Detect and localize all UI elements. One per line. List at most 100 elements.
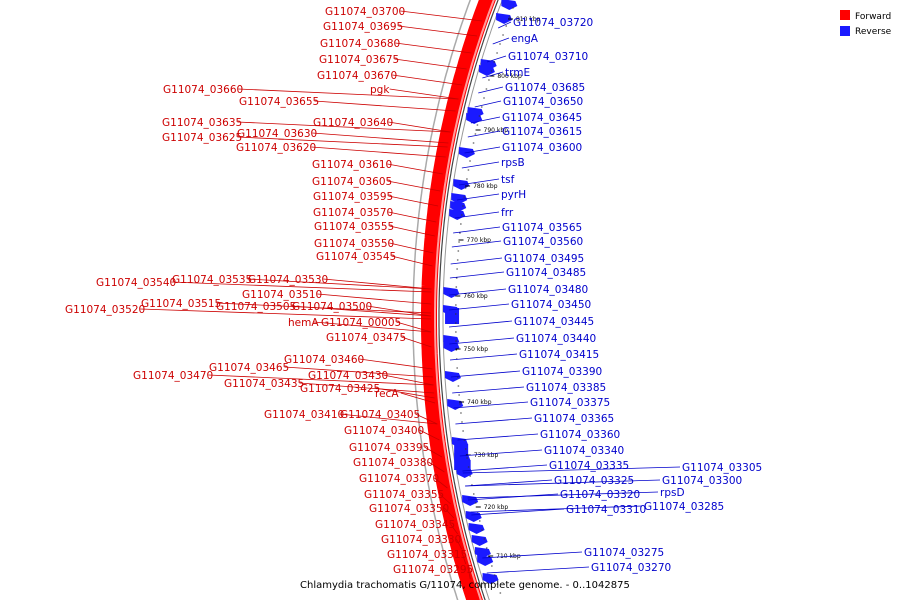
forward-leader-line bbox=[389, 88, 459, 100]
forward-leader-line bbox=[389, 225, 435, 237]
forward-gene-label[interactable]: G11074_03350 bbox=[369, 503, 449, 515]
forward-gene-label[interactable]: G11074_03315 bbox=[387, 549, 467, 561]
forward-gene-label[interactable]: G11074_03555 bbox=[314, 221, 394, 233]
forward-gene-label[interactable]: G11074_03430 bbox=[308, 370, 388, 382]
reverse-leader-line bbox=[449, 271, 505, 279]
forward-gene-label[interactable]: G11074_03460 bbox=[284, 354, 364, 366]
forward-gene-label[interactable]: G11074_03540 bbox=[96, 277, 176, 289]
reverse-gene-label[interactable]: G11074_03480 bbox=[508, 284, 588, 296]
reverse-feature-block bbox=[445, 308, 460, 324]
forward-gene-label[interactable]: G11074_03670 bbox=[317, 70, 397, 82]
forward-gene-label[interactable]: G11074_03400 bbox=[344, 425, 424, 437]
forward-gene-label[interactable]: G11074_03655 bbox=[239, 96, 319, 108]
reverse-gene-label[interactable]: G11074_03275 bbox=[584, 547, 664, 559]
reverse-gene-label[interactable]: G11074_03415 bbox=[519, 349, 599, 361]
reverse-gene-label[interactable]: G11074_03360 bbox=[540, 429, 620, 441]
reverse-gene-label[interactable]: G11074_03390 bbox=[522, 366, 602, 378]
forward-gene-label[interactable]: G11074_03500 bbox=[292, 301, 372, 313]
reverse-gene-label[interactable]: G11074_03325 bbox=[554, 475, 634, 487]
reverse-gene-label[interactable]: G11074_03565 bbox=[502, 222, 582, 234]
reverse-gene-label[interactable]: G11074_03615 bbox=[502, 126, 582, 138]
reverse-gene-label[interactable]: G11074_03340 bbox=[544, 445, 624, 457]
reverse-gene-label[interactable]: G11074_03600 bbox=[502, 142, 582, 154]
forward-gene-label[interactable]: G11074_03535 bbox=[172, 274, 252, 286]
forward-gene-label[interactable]: G11074_03660 bbox=[163, 84, 243, 96]
forward-gene-label[interactable]: G11074_03630 bbox=[237, 128, 317, 140]
forward-leader-line bbox=[359, 358, 433, 370]
forward-gene-label[interactable]: G11074_03570 bbox=[313, 207, 393, 219]
forward-leader-line bbox=[450, 523, 458, 535]
forward-gene-label[interactable]: G11074_03695 bbox=[323, 21, 403, 33]
reverse-gene-label[interactable]: G11074_03720 bbox=[513, 17, 593, 29]
forward-leader-line bbox=[284, 366, 433, 378]
forward-gene-label[interactable]: G11074_03620 bbox=[236, 142, 316, 154]
forward-gene-label[interactable]: G11074_03675 bbox=[319, 54, 399, 66]
forward-gene-label[interactable]: G11074_03510 bbox=[242, 289, 322, 301]
reverse-gene-label[interactable]: G11074_03305 bbox=[682, 462, 762, 474]
reverse-gene-label[interactable]: G11074_03320 bbox=[560, 489, 640, 501]
reverse-gene-label[interactable]: G11074_03560 bbox=[503, 236, 583, 248]
forward-gene-label[interactable]: G11074_00005 bbox=[321, 317, 401, 329]
reverse-gene-label[interactable]: G11074_03450 bbox=[511, 299, 591, 311]
forward-leader-line bbox=[140, 308, 432, 320]
reverse-gene-label[interactable]: G11074_03375 bbox=[530, 397, 610, 409]
forward-gene-label[interactable]: G11074_03635 bbox=[162, 117, 242, 129]
forward-gene-label[interactable]: G11074_03520 bbox=[65, 304, 145, 316]
reverse-leader-line bbox=[478, 86, 504, 94]
forward-gene-label[interactable]: G11074_03345 bbox=[375, 519, 455, 531]
forward-gene-label[interactable]: G11074_03610 bbox=[312, 159, 392, 171]
reverse-gene-label[interactable]: rpsB bbox=[501, 157, 525, 169]
forward-gene-label[interactable]: hemA bbox=[288, 317, 319, 329]
forward-gene-label[interactable]: G11074_03680 bbox=[320, 38, 400, 50]
reverse-gene-label[interactable]: G11074_03650 bbox=[503, 96, 583, 108]
reverse-gene-label[interactable]: G11074_03335 bbox=[549, 460, 629, 472]
forward-gene-label[interactable]: G11074_03700 bbox=[325, 6, 405, 18]
reverse-feature-arrow bbox=[449, 209, 466, 220]
forward-gene-label[interactable]: G11074_03355 bbox=[364, 489, 444, 501]
forward-gene-label[interactable]: G11074_03410 bbox=[264, 409, 344, 421]
reverse-gene-label[interactable]: trmE bbox=[505, 67, 530, 79]
forward-gene-label[interactable]: G11074_03545 bbox=[316, 251, 396, 263]
forward-gene-label[interactable]: G11074_03330 bbox=[381, 534, 461, 546]
reverse-gene-label[interactable]: pyrH bbox=[501, 189, 526, 201]
reverse-gene-label[interactable]: G11074_03685 bbox=[505, 82, 585, 94]
forward-gene-label[interactable]: pgk bbox=[370, 84, 390, 96]
forward-gene-label[interactable]: G11074_03625 bbox=[162, 132, 242, 144]
forward-gene-label[interactable]: G11074_03405 bbox=[340, 409, 420, 421]
forward-gene-label[interactable]: G11074_03515 bbox=[141, 298, 221, 310]
reverse-gene-label[interactable]: G11074_03485 bbox=[506, 267, 586, 279]
forward-gene-label[interactable]: G11074_03425 bbox=[300, 383, 380, 395]
forward-gene-label[interactable]: G11074_03465 bbox=[209, 362, 289, 374]
reverse-gene-label[interactable]: tsf bbox=[501, 174, 515, 186]
reverse-gene-label[interactable]: engA bbox=[511, 33, 539, 45]
forward-gene-label[interactable]: recA bbox=[375, 388, 399, 400]
reverse-gene-label[interactable]: G11074_03300 bbox=[662, 475, 742, 487]
forward-gene-label[interactable]: G11074_03530 bbox=[248, 274, 328, 286]
reverse-gene-label[interactable]: G11074_03270 bbox=[591, 562, 671, 574]
forward-gene-label[interactable]: G11074_03605 bbox=[312, 176, 392, 188]
reverse-gene-label[interactable]: G11074_03365 bbox=[534, 413, 614, 425]
forward-gene-label[interactable]: G11074_03505 bbox=[216, 301, 296, 313]
forward-gene-label[interactable]: G11074_03380 bbox=[353, 457, 433, 469]
reverse-gene-label[interactable]: G11074_03645 bbox=[502, 112, 582, 124]
reverse-gene-label[interactable]: G11074_03495 bbox=[504, 253, 584, 265]
forward-gene-label[interactable]: G11074_03295 bbox=[393, 564, 473, 576]
reverse-gene-label[interactable]: G11074_03710 bbox=[508, 51, 588, 63]
reverse-gene-label[interactable]: G11074_03310 bbox=[566, 504, 646, 516]
forward-leader-line bbox=[419, 429, 440, 441]
forward-gene-label[interactable]: G11074_03640 bbox=[313, 117, 393, 129]
forward-leader-line bbox=[444, 507, 455, 519]
reverse-gene-label[interactable]: G11074_03445 bbox=[514, 316, 594, 328]
forward-gene-label[interactable]: G11074_03475 bbox=[326, 332, 406, 344]
forward-gene-label[interactable]: G11074_03370 bbox=[359, 473, 439, 485]
reverse-gene-label[interactable]: G11074_03285 bbox=[644, 501, 724, 513]
forward-gene-label[interactable]: G11074_03395 bbox=[349, 442, 429, 454]
forward-gene-label[interactable]: G11074_03550 bbox=[314, 238, 394, 250]
reverse-gene-label[interactable]: G11074_03440 bbox=[516, 333, 596, 345]
reverse-gene-label[interactable]: frr bbox=[501, 207, 514, 219]
reverse-gene-label[interactable]: G11074_03385 bbox=[526, 382, 606, 394]
forward-gene-label[interactable]: G11074_03435 bbox=[224, 378, 304, 390]
reverse-gene-label[interactable]: rpsD bbox=[660, 487, 685, 499]
forward-gene-label[interactable]: G11074_03470 bbox=[133, 370, 213, 382]
forward-gene-label[interactable]: G11074_03595 bbox=[313, 191, 393, 203]
